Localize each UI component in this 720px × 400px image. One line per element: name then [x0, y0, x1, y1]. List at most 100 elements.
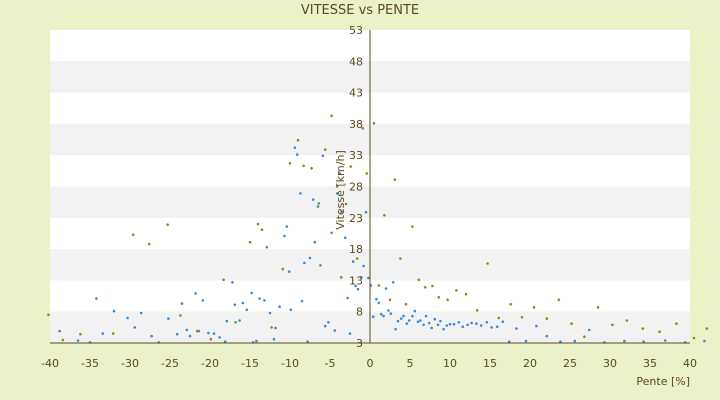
data-point-olive [281, 267, 285, 271]
data-point-olive [557, 298, 561, 302]
data-point-blue [384, 287, 388, 290]
data-point-blue [524, 339, 528, 343]
data-point-blue [338, 172, 341, 175]
data-point-blue [587, 328, 591, 332]
data-point-blue [311, 198, 315, 201]
data-point-olive [131, 233, 135, 236]
data-point-olive [399, 257, 402, 260]
data-point-olive [179, 314, 182, 317]
x-tick-label: -20 [201, 357, 219, 370]
data-point-olive [355, 257, 359, 260]
x-tick-label: -10 [281, 357, 299, 370]
data-point-olive [388, 298, 392, 302]
data-point-olive [383, 214, 386, 217]
data-point-olive [47, 313, 50, 317]
data-point-olive [583, 335, 586, 339]
data-point-blue [218, 336, 221, 339]
data-point-blue [377, 301, 381, 305]
data-point-blue [642, 340, 645, 344]
y-tick-label: 33 [349, 149, 363, 162]
data-point-blue [185, 328, 189, 332]
data-point-olive [349, 165, 353, 168]
y-tick-label: 28 [349, 181, 363, 194]
data-point-blue [413, 309, 417, 313]
data-point-blue [501, 320, 505, 324]
data-point-blue [327, 321, 330, 324]
x-tick-label: -30 [121, 357, 139, 370]
data-point-blue [212, 332, 216, 335]
data-point-olive [166, 223, 169, 226]
x-tick-label: -5 [325, 357, 336, 370]
y-tick-label: 48 [349, 55, 363, 68]
data-point-blue [265, 245, 269, 249]
data-point-blue [416, 320, 420, 324]
data-point-blue [442, 327, 445, 331]
x-tick-label: 5 [407, 357, 414, 370]
data-point-olive [260, 228, 264, 231]
y-tick-label: 38 [349, 118, 363, 131]
x-tick-label: -35 [81, 357, 99, 370]
data-point-olive [705, 327, 709, 330]
data-point-olive [404, 302, 408, 306]
data-point-blue [703, 339, 706, 343]
y-tick-label: 43 [349, 87, 363, 100]
data-point-olive [692, 336, 696, 340]
data-point-blue [470, 321, 473, 325]
data-point-blue [452, 322, 456, 326]
data-point-blue [663, 339, 667, 342]
data-points [47, 114, 709, 344]
data-point-blue [559, 340, 562, 344]
data-point-blue [433, 317, 437, 321]
data-point-olive [288, 162, 292, 165]
data-point-blue [375, 297, 378, 301]
data-point-olive [209, 337, 213, 341]
x-tick-label: -25 [161, 357, 179, 370]
data-point-blue [407, 319, 411, 322]
data-point-blue [126, 316, 129, 320]
data-point-olive [330, 114, 333, 118]
data-point-blue [411, 314, 414, 318]
data-point-blue [389, 312, 393, 315]
data-point-olive [95, 297, 98, 300]
x-tick-label: 40 [683, 357, 697, 370]
x-tick-label: -15 [241, 357, 259, 370]
data-point-blue [194, 292, 197, 295]
data-point-olive [377, 284, 381, 287]
data-point-blue [545, 334, 549, 338]
data-point-blue [233, 303, 237, 307]
data-point-blue [300, 299, 304, 303]
y-tick-label: 3 [356, 337, 363, 350]
data-point-olive [147, 242, 151, 246]
y-tick-label: 13 [349, 274, 363, 287]
data-point-blue [354, 284, 357, 288]
x-tick-labels: -40 -35 -30 -25 -20 -15 -10 -5 0 5 10 15 20 25 30 35 40 [41, 357, 697, 370]
data-point-olive [61, 338, 65, 342]
data-point-blue [258, 297, 261, 300]
data-point-olive [658, 330, 661, 334]
data-point-blue [356, 287, 360, 291]
data-point-blue [133, 326, 137, 329]
data-point-blue [263, 299, 266, 302]
data-point-blue [364, 210, 368, 214]
data-point-blue [379, 312, 383, 316]
x-tick-label: 0 [367, 357, 374, 370]
data-point-blue [306, 340, 309, 344]
data-point-blue [330, 231, 333, 235]
data-point-olive [365, 172, 369, 175]
data-point-blue [167, 317, 170, 320]
x-axis-label: Pente [%] [636, 375, 690, 388]
data-point-blue [295, 153, 299, 156]
data-point-blue [448, 322, 452, 326]
data-point-blue [515, 327, 518, 330]
data-point-blue [445, 324, 449, 327]
data-point-blue [394, 327, 397, 331]
data-point-olive [431, 284, 434, 288]
data-point-blue [402, 314, 405, 318]
data-point-olive [509, 302, 513, 306]
data-point-olive [222, 278, 225, 282]
data-point-blue [207, 331, 210, 335]
data-point-blue [430, 326, 433, 330]
data-point-olive [532, 306, 536, 309]
data-point-blue [424, 314, 428, 318]
